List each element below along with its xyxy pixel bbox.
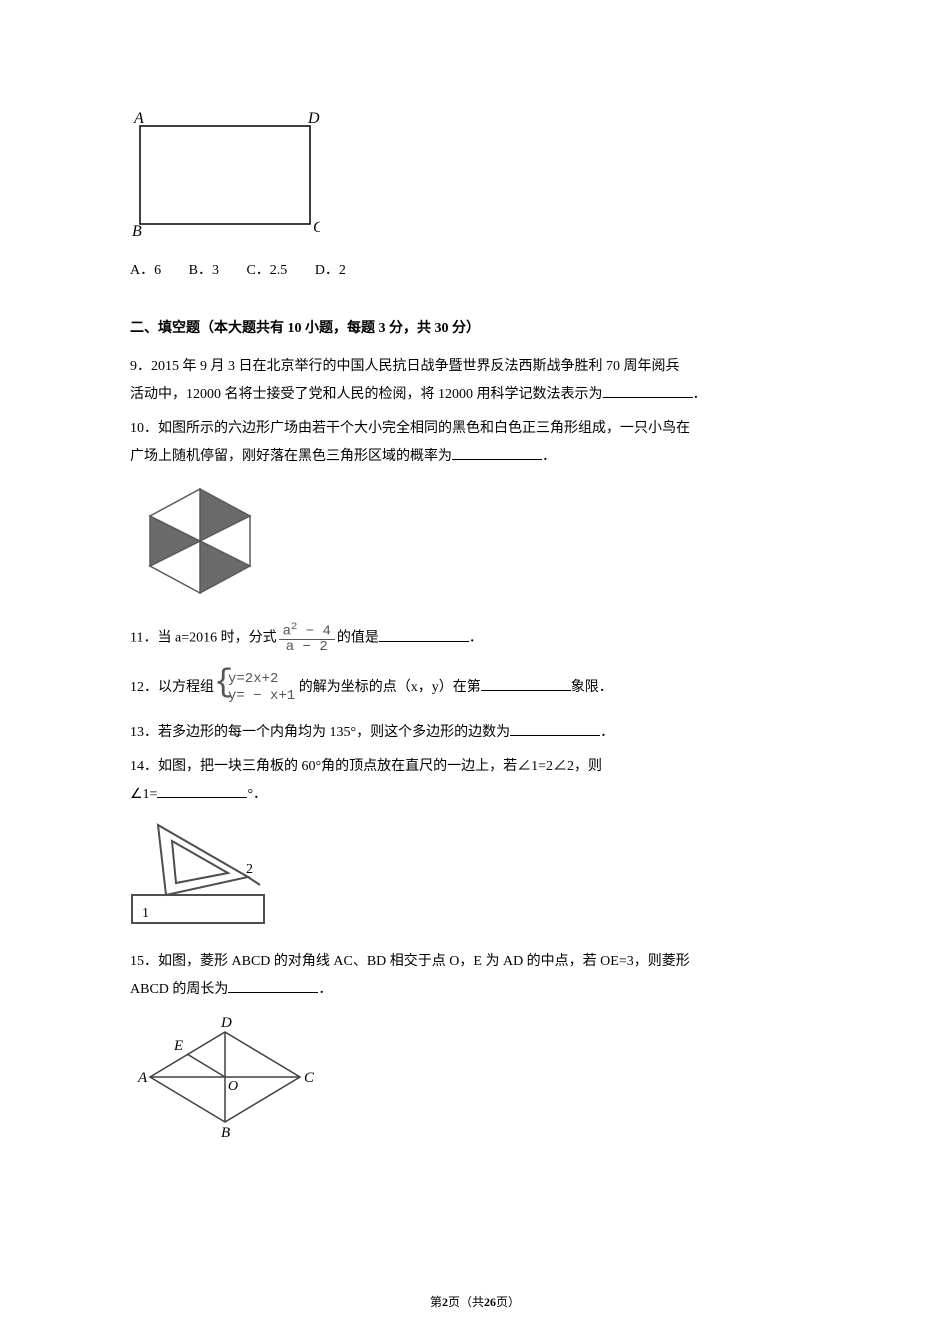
q10: 10．如图所示的六边形广场由若干个大小完全相同的黑色和白色正三角形组成，一只小鸟… [130,415,820,471]
footer-mid: 页（共 [448,1295,484,1309]
q14-text-a: 14．如图，把一块三角板的 60°角的顶点放在直尺的一边上，若∠1=2∠2，则 [130,759,602,774]
q14-degree: °． [247,787,267,802]
q9-blank [603,384,693,398]
q9-text-b: 活动中，12000 名将士接受了党和人民的检阅，将 12000 用科学记数法表示… [130,387,603,402]
q8-option-b: B．3 [189,263,219,278]
q10-text-b: 广场上随机停留，刚好落在黑色三角形区域的概率为 [130,449,452,464]
q13-text: 13．若多边形的每一个内角均为 135°，则这个多边形的边数为 [130,725,510,740]
q14-blank [157,784,247,798]
label-angle-1: 1 [142,906,149,921]
q15-text-b: ABCD 的周长为 [130,982,228,997]
triangle-ruler-svg: 2 1 [130,817,270,929]
q10-text-a: 10．如图所示的六边形广场由若干个大小完全相同的黑色和白色正三角形组成，一只小鸟… [130,421,690,436]
q15-text-a: 15．如图，菱形 ABCD 的对角线 AC、BD 相交于点 O，E 为 AD 的… [130,954,690,969]
q9-period: ． [693,387,707,402]
q12-suffix: 象限． [571,680,613,695]
rectangle-svg: A D B C [130,108,320,238]
q12: 12．以方程组y=2x+2y= − x+1 的解为坐标的点（x，y）在第 象限． [130,671,820,705]
q11-suffix: 的值是 [337,631,379,646]
q13-blank [510,722,600,736]
label-C: C [304,1070,315,1086]
page-footer: 第2页（共26页） [0,1290,950,1314]
q8-option-d: D．2 [315,263,346,278]
q12-blank [481,677,571,691]
q14-text-b: ∠1= [130,787,157,802]
q15: 15．如图，菱形 ABCD 的对角线 AC、BD 相交于点 O，E 为 AD 的… [130,948,820,1004]
q10-blank [452,446,542,460]
q8-option-a: A．6 [130,263,161,278]
q11: 11．当 a=2016 时，分式a2 − 4a − 2的值是 ． [130,622,820,655]
footer-prefix: 第 [430,1295,442,1309]
q11-prefix: 11．当 a=2016 时，分式 [130,631,277,646]
q12-mid: 的解为坐标的点（x，y）在第 [295,680,481,695]
label-angle-2: 2 [246,862,253,877]
q15-period: ． [318,982,332,997]
label-C: C [313,219,320,236]
q10-period: ． [542,449,556,464]
footer-suffix: 页） [496,1295,520,1309]
label-A: A [133,110,144,127]
hexagon-svg [130,479,270,599]
q14: 14．如图，把一块三角板的 60°角的顶点放在直尺的一边上，若∠1=2∠2，则 … [130,753,820,809]
q8-options: A．6 B．3 C．2.5 D．2 [130,257,820,285]
label-D: D [220,1015,232,1031]
q11-fraction: a2 − 4a − 2 [279,622,335,655]
label-O: O [228,1079,238,1094]
q11-period: ． [469,631,483,646]
q10-hexagon-figure [130,479,820,610]
q13-period: ． [600,725,614,740]
q14-triangle-figure: 2 1 [130,817,820,940]
q8-option-c: C．2.5 [246,263,287,278]
q12-prefix: 12．以方程组 [130,680,214,695]
q13: 13．若多边形的每一个内角均为 135°，则这个多边形的边数为 ． [130,719,820,747]
label-B: B [132,223,142,238]
q12-system: y=2x+2y= − x+1 [214,671,295,705]
label-D: D [307,110,320,127]
q8-rectangle-figure: A D B C [130,108,820,249]
q9: 9．2015 年 9 月 3 日在北京举行的中国人民抗日战争暨世界反法西斯战争胜… [130,353,820,409]
rhombus-svg: A C D B E O [130,1012,320,1142]
q9-text-a: 9．2015 年 9 月 3 日在北京举行的中国人民抗日战争暨世界反法西斯战争胜… [130,359,680,374]
label-B: B [221,1125,230,1141]
footer-total: 26 [484,1295,496,1309]
q11-blank [379,628,469,642]
label-E: E [173,1038,183,1054]
label-A: A [137,1070,148,1086]
q15-blank [228,979,318,993]
section-2-heading: 二、填空题（本大题共有 10 小题，每题 3 分，共 30 分） [130,315,820,343]
q15-rhombus-figure: A C D B E O [130,1012,820,1153]
